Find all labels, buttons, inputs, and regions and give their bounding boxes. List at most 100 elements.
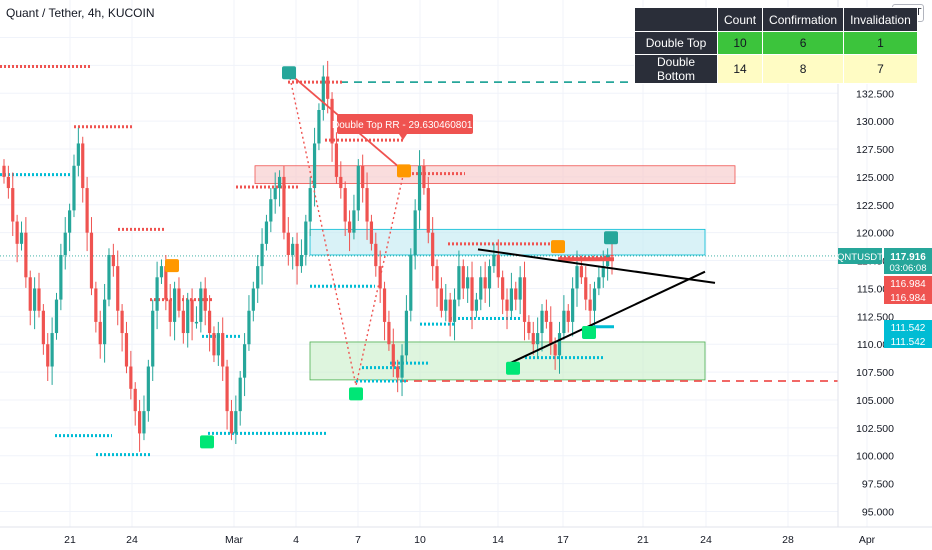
annotation-pointer: [399, 134, 407, 140]
x-tick-label: 24: [126, 534, 138, 546]
candle-body: [41, 310, 45, 345]
candle-body: [81, 143, 85, 189]
candle-body: [544, 310, 548, 322]
candle-body: [374, 243, 378, 267]
candle-body: [142, 411, 146, 434]
candle-body: [610, 254, 614, 257]
candle-body: [256, 266, 260, 289]
y-tick-label: 107.500: [856, 367, 894, 379]
symbol-tag: [838, 248, 882, 264]
candle-body: [308, 188, 312, 222]
candle-body: [457, 266, 461, 300]
candle-body: [400, 355, 404, 378]
price-tag-value: 116.984: [890, 279, 926, 290]
candle-body: [422, 165, 426, 189]
candle-body: [282, 176, 286, 233]
pattern-zone: [254, 165, 736, 185]
x-tick-label: 21: [637, 534, 649, 546]
symbol-title: Quant / Tether, 4h, KUCOIN: [6, 6, 155, 20]
candle-body: [76, 143, 80, 166]
candle-body: [509, 288, 513, 311]
stats-cell: 10: [716, 31, 764, 55]
candle-body: [492, 254, 496, 267]
candle-body: [124, 333, 129, 367]
candle-body: [444, 299, 448, 311]
candle-body: [216, 333, 220, 356]
candle-body: [352, 210, 356, 233]
candle-body: [474, 299, 479, 311]
candle-body: [273, 188, 277, 200]
candle-body: [579, 266, 583, 278]
candle-body: [601, 266, 605, 278]
y-tick-label: 130.000: [856, 116, 894, 128]
candle-body: [234, 411, 238, 434]
candle-body: [33, 288, 37, 311]
candle-body: [396, 366, 400, 378]
pattern-stats-table: Count Confirmation Invalidation Double T…: [634, 7, 918, 84]
x-tick-label: Mar: [225, 534, 244, 546]
stats-col-invalidation: Invalidation: [843, 7, 918, 32]
y-tick-label: 120.000: [856, 228, 894, 240]
candle-body: [225, 366, 229, 412]
candle-body: [347, 221, 352, 233]
stats-cell: 14: [716, 54, 764, 84]
candle-body: [470, 277, 474, 311]
candle-body: [286, 232, 290, 255]
candle-body: [553, 344, 557, 356]
stats-cell: 6: [762, 31, 845, 55]
candle-body: [557, 333, 562, 356]
candle-body: [330, 98, 334, 144]
countdown-value: 03:06:08: [890, 263, 927, 274]
candle-body: [269, 199, 273, 222]
candle-body: [37, 288, 41, 311]
candle-body: [461, 266, 465, 289]
stats-cell: 1: [843, 31, 918, 55]
candle-body: [334, 143, 339, 177]
candle-body: [251, 288, 255, 311]
candle-body: [312, 143, 317, 189]
candle-body: [501, 277, 505, 300]
candle-body: [54, 299, 59, 334]
annotation-label: Double Top RR - 29.6304608019: [332, 120, 478, 131]
candle-body: [522, 277, 527, 322]
candle-body: [339, 176, 343, 189]
breakout-marker: [558, 257, 614, 262]
candle-body: [177, 288, 181, 311]
y-tick-label: 132.500: [856, 88, 894, 100]
price-tag: [884, 320, 932, 334]
symbol-tag-label: QNTUSDT: [837, 252, 883, 263]
x-tick-label: 10: [414, 534, 426, 546]
pivot-low-marker: [349, 387, 363, 401]
candle-body: [326, 76, 330, 99]
pivot-high-marker: [397, 164, 411, 178]
stats-cell: 7: [843, 54, 918, 84]
price-tag: [884, 276, 932, 290]
pivot-high-marker: [551, 240, 565, 254]
candle-body: [452, 299, 457, 322]
stats-corner: [634, 7, 718, 32]
candle-body: [295, 243, 299, 267]
candle-body: [505, 299, 509, 311]
candle-body: [321, 76, 325, 110]
candle-body: [146, 366, 150, 412]
candle-body: [229, 411, 234, 434]
candle-body: [531, 333, 535, 345]
y-tick-label: 95.000: [862, 507, 894, 519]
x-tick-label: 21: [64, 534, 76, 546]
candle-body: [242, 344, 247, 378]
candle-body: [190, 299, 194, 322]
current-price-value: 117.916: [890, 252, 926, 263]
candle-body: [439, 288, 444, 311]
stats-col-confirmation: Confirmation: [762, 7, 845, 32]
candle-body: [181, 310, 185, 334]
price-tag: [884, 334, 932, 348]
candle-body: [24, 232, 28, 278]
pivot-low-marker: [582, 326, 596, 340]
candle-body: [238, 377, 242, 412]
candle-body: [46, 344, 50, 367]
x-tick-label: 24: [700, 534, 712, 546]
candle-body: [2, 165, 6, 177]
candle-body: [562, 310, 566, 334]
candle-body: [417, 165, 422, 211]
